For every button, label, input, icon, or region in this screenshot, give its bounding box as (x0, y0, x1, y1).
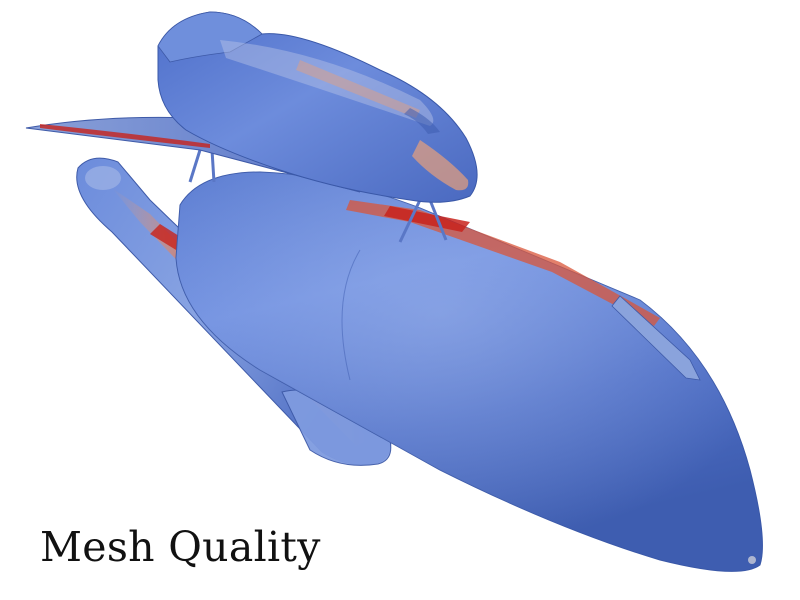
external-tank (175, 171, 763, 572)
struts (188, 149, 448, 243)
orbiter (25, 11, 478, 203)
caption-title: Mesh Quality (40, 523, 321, 571)
